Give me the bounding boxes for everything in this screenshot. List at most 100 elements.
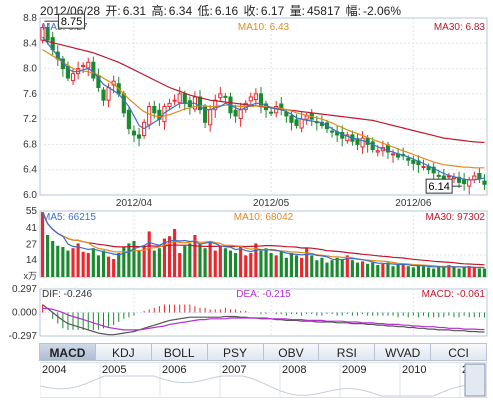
change-label: 幅:	[345, 4, 361, 18]
tab-obv[interactable]: OBV	[262, 343, 320, 361]
volume-bar	[406, 266, 410, 277]
macd-tick-label: 0.000	[12, 308, 37, 319]
timeline-year-label: 2006	[162, 364, 186, 376]
volume-bar	[106, 256, 111, 277]
volume-bar	[467, 266, 471, 277]
tab-rsi[interactable]: RSI	[318, 343, 376, 361]
candle-body	[101, 89, 106, 101]
tab-boll[interactable]: BOLL	[150, 343, 208, 361]
volume-bar	[254, 243, 258, 277]
volume-bar	[381, 263, 385, 277]
volume-bar	[61, 247, 65, 277]
candle-body	[182, 93, 187, 104]
timeline-year-label: 2009	[342, 364, 366, 376]
candle-body	[406, 157, 411, 161]
candle-body	[238, 109, 243, 120]
max-price-label: 8.75	[61, 16, 82, 28]
volume-bar	[233, 253, 238, 277]
volume-bar	[345, 255, 349, 277]
volume-bar	[366, 263, 370, 277]
volume-bar	[315, 260, 319, 277]
candle-body	[289, 115, 294, 123]
volume-bar	[442, 267, 446, 277]
volume-bar	[173, 229, 177, 277]
volume-ma5-line	[41, 211, 485, 269]
price-tick-label: 7.6	[23, 89, 37, 100]
volume-bar	[396, 265, 400, 277]
price-tick-label: 8.8	[23, 13, 37, 24]
volume-bar	[96, 255, 100, 277]
candle-body	[91, 61, 96, 79]
volume-bar	[228, 250, 233, 277]
macd-tick-label: 0.297	[12, 284, 37, 295]
ma5-line	[42, 36, 485, 181]
volume-bar	[289, 253, 294, 277]
volume-unit-label: x万	[23, 271, 37, 281]
volume-bar	[360, 261, 365, 277]
timeline-year-label: 2005	[102, 364, 126, 376]
volume-bar	[249, 253, 253, 277]
timeline-history-line	[40, 375, 486, 397]
candle-body	[411, 159, 416, 164]
volume-bar	[376, 265, 380, 277]
candle-body	[197, 96, 203, 111]
ma10-legend: MA10: 6.43	[238, 22, 290, 33]
timeline-year-label: 2008	[282, 364, 306, 376]
volume-bar	[178, 253, 182, 277]
indicator-tabs: MACD KDJ BOLL PSY OBV RSI WVAD CCI	[39, 343, 487, 361]
volume-bar	[340, 259, 344, 277]
timeline-year-label: 2010	[402, 364, 426, 376]
volume-bar	[198, 243, 202, 277]
volume-bar	[294, 255, 299, 277]
history-timeline[interactable]: 20042005200620072008200920102011	[40, 362, 487, 398]
candle-body	[294, 119, 299, 126]
volume-ma5-legend: MA5: 66215	[42, 212, 96, 223]
candle-body	[355, 138, 360, 145]
low-value: 6.16	[214, 4, 239, 18]
candle-body	[136, 134, 142, 139]
volume-bar	[86, 253, 90, 277]
volume-bar	[371, 262, 375, 277]
candle-body	[86, 61, 91, 69]
candle-body	[248, 96, 253, 102]
timeline-range-handle	[464, 363, 486, 397]
price-tick-label: 6.0	[23, 190, 37, 201]
candle-body	[131, 130, 137, 136]
volume-value: 45817	[306, 4, 341, 18]
volume-bar	[320, 257, 324, 277]
volume-bar	[56, 245, 60, 277]
candle-body	[467, 179, 472, 187]
volume-ma30-line	[41, 211, 485, 266]
volume-bar	[472, 267, 476, 277]
tab-macd[interactable]: MACD	[39, 343, 96, 361]
volume-bar	[279, 250, 283, 277]
volume-bar	[264, 248, 268, 277]
volume-bar	[213, 250, 217, 277]
low-label: 低:	[197, 4, 213, 18]
tab-wvad[interactable]: WVAD	[374, 343, 432, 361]
tab-kdj[interactable]: KDJ	[94, 343, 152, 361]
close-label: 收:	[243, 4, 259, 18]
tab-cci[interactable]: CCI	[430, 343, 487, 361]
volume-bar	[386, 262, 390, 277]
candle-body	[446, 175, 451, 178]
volume-bar	[355, 262, 360, 277]
volume-bar	[269, 253, 273, 277]
volume-bar	[325, 262, 329, 277]
volume-bar	[462, 267, 466, 277]
volume-bar	[427, 267, 431, 277]
price-tick-label: 6.8	[23, 139, 37, 150]
tab-psy[interactable]: PSY	[206, 343, 264, 361]
volume-bar	[101, 250, 106, 277]
volume-bar	[401, 263, 405, 277]
volume-tick-label: 41	[26, 223, 38, 234]
volume-bar	[132, 241, 136, 277]
open-label: 开:	[105, 4, 121, 18]
volume-bar	[142, 245, 146, 277]
candle-body	[482, 180, 487, 185]
volume-bar	[81, 251, 85, 277]
candle-body	[223, 95, 228, 98]
volume-bar	[274, 255, 278, 277]
volume-ma30-legend: MA30: 97302	[426, 212, 486, 223]
candle-body	[147, 106, 152, 126]
